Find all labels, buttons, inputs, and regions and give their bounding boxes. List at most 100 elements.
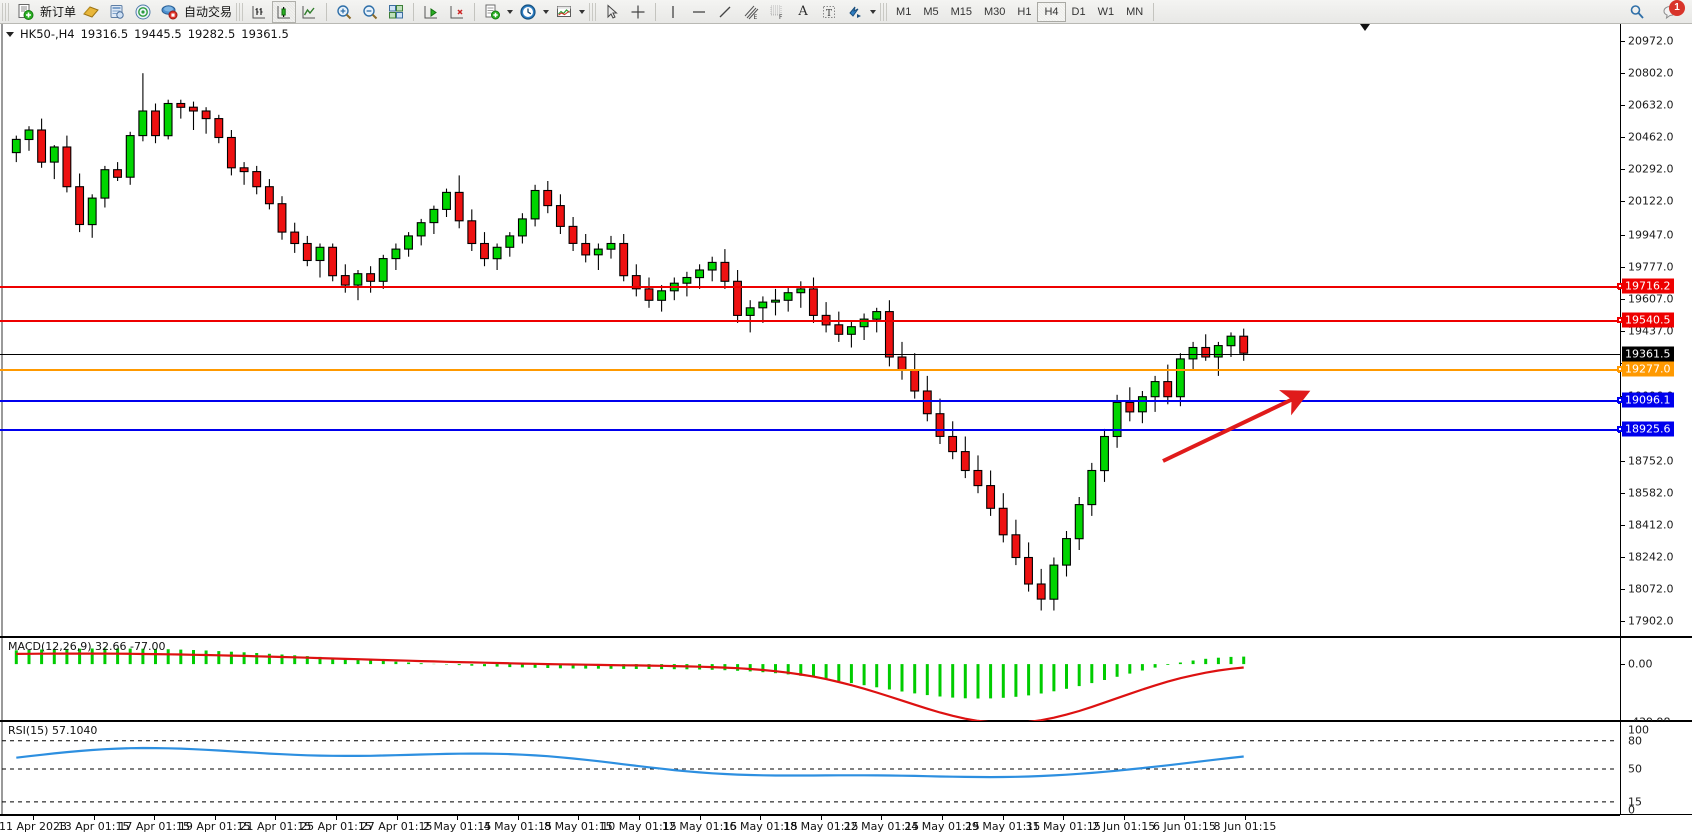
auto-scroll-icon[interactable] <box>444 1 470 23</box>
time-tick <box>820 816 822 820</box>
toolbar-divider-4 <box>655 2 657 21</box>
macd-pane[interactable]: MACD(12,26,9) 32.66 -77.00 0.00-439.98 <box>0 637 1692 729</box>
price-level-handle[interactable] <box>1617 397 1623 403</box>
rsi-pane[interactable]: RSI(15) 57.1040 100 80 50 15 0 <box>0 721 1692 817</box>
price-level-handle[interactable] <box>1617 317 1623 323</box>
timeframe-mn[interactable]: MN <box>1126 5 1144 18</box>
trendline-icon[interactable] <box>712 1 738 23</box>
chart-shift-icon[interactable] <box>418 1 444 23</box>
candlestick-chart-icon[interactable] <box>272 0 297 23</box>
toolbar-grip[interactable] <box>2 2 9 21</box>
cursor-icon[interactable] <box>599 1 625 23</box>
horizontal-line-icon[interactable] <box>686 1 712 23</box>
bullish-arrow[interactable] <box>1155 389 1315 469</box>
timeframe-h1[interactable]: H1 <box>1017 5 1032 18</box>
arrows-dropdown-icon[interactable] <box>870 9 877 14</box>
equidistant-channel-icon[interactable]: E <box>738 1 764 23</box>
templates-icon[interactable] <box>551 1 577 23</box>
price-tick-label: 18072.0 <box>1628 582 1674 596</box>
price-level-chip[interactable]: 19277.0 <box>1622 361 1674 377</box>
price-level-chip[interactable]: 19096.1 <box>1622 392 1674 408</box>
level-support-2[interactable] <box>0 427 1624 433</box>
collapse-icon[interactable] <box>6 31 14 37</box>
crosshair-icon[interactable] <box>625 1 651 23</box>
macd-series <box>14 648 1246 722</box>
price-level-chip[interactable]: 19361.5 <box>1622 346 1674 362</box>
toolbar-divider-3 <box>474 2 476 21</box>
price-tick <box>1621 72 1625 74</box>
price-level-chip[interactable]: 19716.2 <box>1622 278 1674 294</box>
navigator-icon[interactable] <box>130 1 156 23</box>
search-icon[interactable] <box>1624 1 1650 23</box>
price-tick-label: 20632.0 <box>1628 98 1674 112</box>
time-axis[interactable]: 11 Apr 2023 13 Apr 01:15 17 Apr 01:15 19 Ap… <box>0 815 1620 839</box>
text-box-icon[interactable]: T <box>816 1 842 23</box>
notifications-icon[interactable]: 1 <box>1658 0 1685 23</box>
new-order-button[interactable] <box>12 1 38 23</box>
timeframe-m30[interactable]: M30 <box>984 5 1006 18</box>
timeframe-m15[interactable]: M15 <box>950 5 972 18</box>
chart-canvas[interactable]: HK50-,H4 19316.5 19445.5 19282.5 19361.5 <box>0 24 1692 839</box>
level-last-price[interactable] <box>0 354 1620 355</box>
price-level-handle[interactable] <box>1617 283 1623 289</box>
level-resistance-2[interactable] <box>0 320 1620 322</box>
price-level-chip[interactable]: 18925.6 <box>1622 421 1674 437</box>
time-tick <box>760 816 762 820</box>
text-label-icon[interactable]: A <box>798 4 808 19</box>
timeframe-d1[interactable]: D1 <box>1071 5 1086 18</box>
price-pane[interactable]: HK50-,H4 19316.5 19445.5 19282.5 19361.5 <box>0 24 1692 637</box>
rsi-axis[interactable]: 100 80 50 15 0 <box>1620 722 1692 817</box>
toolbar-grip-2[interactable] <box>236 2 244 21</box>
chart-top-marker <box>1360 24 1370 31</box>
time-tick-label: 18 May 01:15 <box>783 820 859 833</box>
price-tick <box>1621 40 1625 42</box>
zoom-out-icon[interactable] <box>357 1 383 23</box>
period-clock-icon[interactable] <box>515 1 541 23</box>
price-tick-label: 18412.0 <box>1628 518 1674 532</box>
macd-axis[interactable]: 0.00-439.98 <box>1620 638 1692 729</box>
timeframe-m1[interactable]: M1 <box>896 5 912 18</box>
market-watch-icon[interactable] <box>78 1 104 23</box>
toolbar-divider-2 <box>413 2 415 21</box>
period-dropdown-icon[interactable] <box>543 9 550 14</box>
rsi-tick-label: 0 <box>1628 803 1635 817</box>
new-order-label[interactable]: 新订单 <box>40 5 77 19</box>
autotrading-label[interactable]: 自动交易 <box>184 5 233 19</box>
zoom-in-icon[interactable] <box>331 1 357 23</box>
toolbar-right-group: 1 <box>1624 0 1692 23</box>
price-tick-label: 18582.0 <box>1628 486 1674 500</box>
svg-text:T: T <box>826 9 832 19</box>
timeframe-h4[interactable]: H4 <box>1037 1 1066 22</box>
time-tick <box>517 816 519 820</box>
price-tick-label: 20462.0 <box>1628 130 1674 144</box>
price-axis[interactable]: 20972.0 20802.0 20632.0 20462.0 20292.0 20122… <box>1617 24 1692 636</box>
vertical-line-icon[interactable] <box>660 1 686 23</box>
ohlc-close: 19361.5 <box>241 27 289 41</box>
templates-dropdown-icon[interactable] <box>579 9 586 14</box>
toolbar-grip-4[interactable] <box>880 2 888 21</box>
fibonacci-icon[interactable]: F <box>764 1 790 23</box>
price-level-chip[interactable]: 19540.5 <box>1622 312 1674 328</box>
timeframe-m5[interactable]: M5 <box>923 5 939 18</box>
indicators-icon[interactable] <box>479 1 505 23</box>
price-level-handle[interactable] <box>1617 366 1623 372</box>
indicators-dropdown-icon[interactable] <box>507 9 514 14</box>
bar-chart-icon[interactable] <box>246 1 272 23</box>
level-pivot[interactable] <box>0 367 1624 373</box>
level-support-1[interactable] <box>0 398 1624 404</box>
price-tick-label: 18242.0 <box>1628 550 1674 564</box>
price-tick-label: 20292.0 <box>1628 162 1674 176</box>
data-window-icon[interactable] <box>104 1 130 23</box>
arrows-icon[interactable] <box>842 1 868 23</box>
time-tick-label: 25 Apr 01:15 <box>300 820 372 833</box>
time-tick-label: 2 May 01:15 <box>422 820 492 833</box>
price-tick-label: 19437.0 <box>1628 324 1674 338</box>
autotrading-icon[interactable] <box>156 1 182 23</box>
level-resistance-1[interactable] <box>0 284 1624 290</box>
timeframe-w1[interactable]: W1 <box>1097 5 1115 18</box>
toolbar-grip-3[interactable] <box>589 2 597 21</box>
price-level-handle[interactable] <box>1617 426 1623 432</box>
price-tick-label: 19607.0 <box>1628 292 1674 306</box>
line-chart-icon[interactable] <box>296 1 322 23</box>
tile-windows-icon[interactable] <box>383 1 409 23</box>
